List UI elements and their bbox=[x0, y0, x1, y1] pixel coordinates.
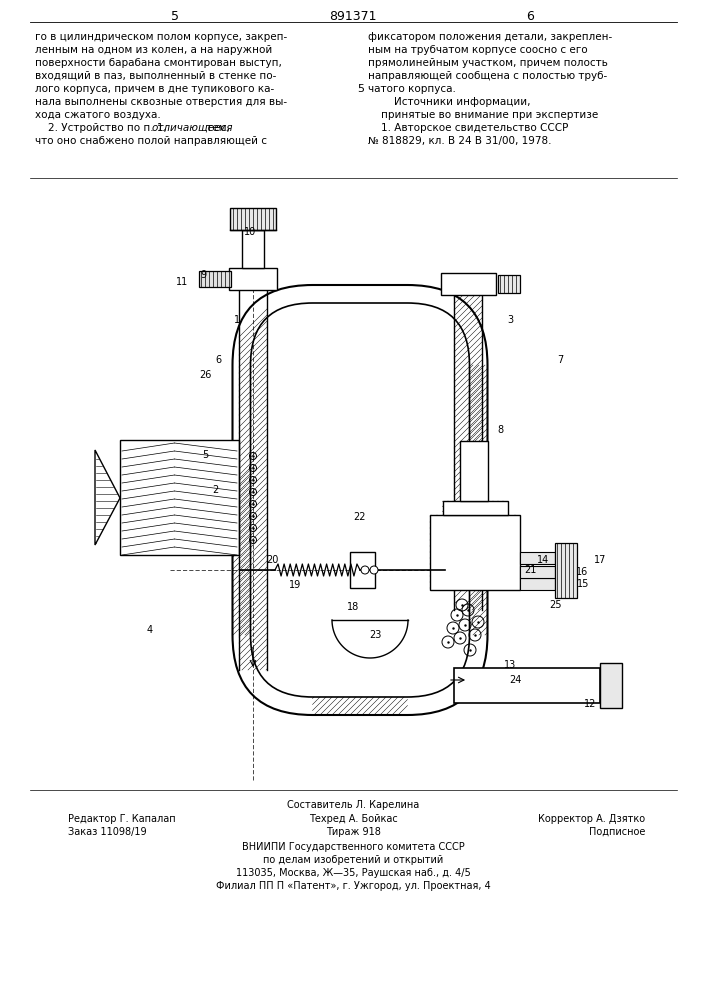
Text: Тираж 918: Тираж 918 bbox=[325, 827, 380, 837]
Text: ным на трубчатом корпусе соосно с его: ным на трубчатом корпусе соосно с его bbox=[368, 45, 588, 55]
Text: 2. Устройство по п. 1,: 2. Устройство по п. 1, bbox=[35, 123, 170, 133]
Text: 7: 7 bbox=[557, 355, 563, 365]
Text: 2: 2 bbox=[212, 485, 218, 495]
Bar bbox=[600, 662, 622, 708]
Polygon shape bbox=[95, 450, 120, 545]
Text: 20: 20 bbox=[266, 555, 278, 565]
Circle shape bbox=[370, 566, 378, 574]
Text: Заказ 11098/19: Заказ 11098/19 bbox=[68, 827, 146, 837]
Text: 113035, Москва, Ж—35, Раушская наб., д. 4/5: 113035, Москва, Ж—35, Раушская наб., д. … bbox=[235, 868, 470, 878]
Text: Источники информации,: Источники информации, bbox=[368, 97, 530, 107]
Text: 21: 21 bbox=[524, 565, 536, 575]
Text: отличающееся: отличающееся bbox=[151, 123, 233, 133]
Text: 22: 22 bbox=[354, 512, 366, 522]
Bar bbox=[120, 440, 239, 555]
Text: 14: 14 bbox=[537, 555, 549, 565]
Text: 891371: 891371 bbox=[329, 10, 377, 23]
Bar bbox=[520, 566, 555, 578]
Bar bbox=[520, 552, 555, 564]
Bar bbox=[498, 275, 520, 293]
Text: Составитель Л. Карелина: Составитель Л. Карелина bbox=[287, 800, 419, 810]
Bar bbox=[555, 543, 577, 598]
Bar bbox=[350, 552, 375, 588]
Text: Корректор А. Дзятко: Корректор А. Дзятко bbox=[538, 814, 645, 824]
Text: № 818829, кл. В 24 В 31/00, 1978.: № 818829, кл. В 24 В 31/00, 1978. bbox=[368, 136, 551, 146]
Text: Подписное: Подписное bbox=[589, 827, 645, 837]
Text: 6: 6 bbox=[526, 10, 534, 23]
Text: 4: 4 bbox=[147, 625, 153, 635]
Text: принятые во внимание при экспертизе: принятые во внимание при экспертизе bbox=[368, 110, 598, 120]
Circle shape bbox=[361, 566, 369, 574]
Text: 26: 26 bbox=[199, 370, 211, 380]
Text: 17: 17 bbox=[594, 555, 606, 565]
Text: 23: 23 bbox=[369, 630, 381, 640]
Bar bbox=[430, 515, 520, 590]
Text: 15: 15 bbox=[577, 579, 589, 589]
Text: прямолинейным участком, причем полость: прямолинейным участком, причем полость bbox=[368, 58, 608, 68]
Text: поверхности барабана смонтирован выступ,: поверхности барабана смонтирован выступ, bbox=[35, 58, 282, 68]
Bar bbox=[460, 441, 488, 501]
Text: тем,: тем, bbox=[203, 123, 230, 133]
Text: 12: 12 bbox=[584, 699, 596, 709]
Bar bbox=[230, 208, 276, 230]
Text: 13: 13 bbox=[504, 660, 516, 670]
Text: по делам изобретений и открытий: по делам изобретений и открытий bbox=[263, 855, 443, 865]
Text: чатого корпуса.: чатого корпуса. bbox=[368, 84, 456, 94]
Text: лого корпуса, причем в дне тупикового ка-: лого корпуса, причем в дне тупикового ка… bbox=[35, 84, 274, 94]
Text: хода сжатого воздуха.: хода сжатого воздуха. bbox=[35, 110, 160, 120]
Bar bbox=[242, 230, 264, 268]
Text: 18: 18 bbox=[347, 602, 359, 612]
Text: 5: 5 bbox=[202, 450, 208, 460]
Bar bbox=[229, 268, 277, 290]
Bar bbox=[443, 501, 508, 515]
Text: 10: 10 bbox=[244, 227, 256, 237]
Text: 25: 25 bbox=[549, 600, 561, 610]
Text: 8: 8 bbox=[497, 425, 503, 435]
Text: фиксатором положения детали, закреплен-: фиксатором положения детали, закреплен- bbox=[368, 32, 612, 42]
Text: ленным на одном из колен, а на наружной: ленным на одном из колен, а на наружной bbox=[35, 45, 272, 55]
Text: 5: 5 bbox=[357, 84, 364, 94]
Text: входящий в паз, выполненный в стенке по-: входящий в паз, выполненный в стенке по- bbox=[35, 71, 276, 81]
Text: Филиал ПП П «Патент», г. Ужгород, ул. Проектная, 4: Филиал ПП П «Патент», г. Ужгород, ул. Пр… bbox=[216, 881, 491, 891]
Text: Редактор Г. Капалап: Редактор Г. Капалап bbox=[68, 814, 175, 824]
Bar bbox=[440, 273, 496, 295]
Text: 9: 9 bbox=[200, 270, 206, 280]
Text: ВНИИПИ Государственного комитета СССР: ВНИИПИ Государственного комитета СССР bbox=[242, 842, 464, 852]
Text: нала выполнены сквозные отверстия для вы-: нала выполнены сквозные отверстия для вы… bbox=[35, 97, 287, 107]
Bar bbox=[454, 668, 600, 702]
Text: 5: 5 bbox=[171, 10, 179, 23]
Text: 3: 3 bbox=[507, 315, 513, 325]
Text: 1. Авторское свидетельство СССР: 1. Авторское свидетельство СССР bbox=[368, 123, 568, 133]
Text: 19: 19 bbox=[289, 580, 301, 590]
Bar bbox=[520, 578, 555, 590]
Text: направляющей сообщена с полостью труб-: направляющей сообщена с полостью труб- bbox=[368, 71, 607, 81]
Bar bbox=[199, 271, 231, 287]
Text: 1: 1 bbox=[234, 315, 240, 325]
Text: что оно снабжено полой направляющей с: что оно снабжено полой направляющей с bbox=[35, 136, 267, 146]
Text: 6: 6 bbox=[215, 355, 221, 365]
Text: 11: 11 bbox=[176, 277, 188, 287]
Text: 16: 16 bbox=[576, 567, 588, 577]
Text: го в цилиндрическом полом корпусе, закреп-: го в цилиндрическом полом корпусе, закре… bbox=[35, 32, 287, 42]
Text: 24: 24 bbox=[509, 675, 521, 685]
Text: Техред А. Бойкас: Техред А. Бойкас bbox=[309, 814, 397, 824]
